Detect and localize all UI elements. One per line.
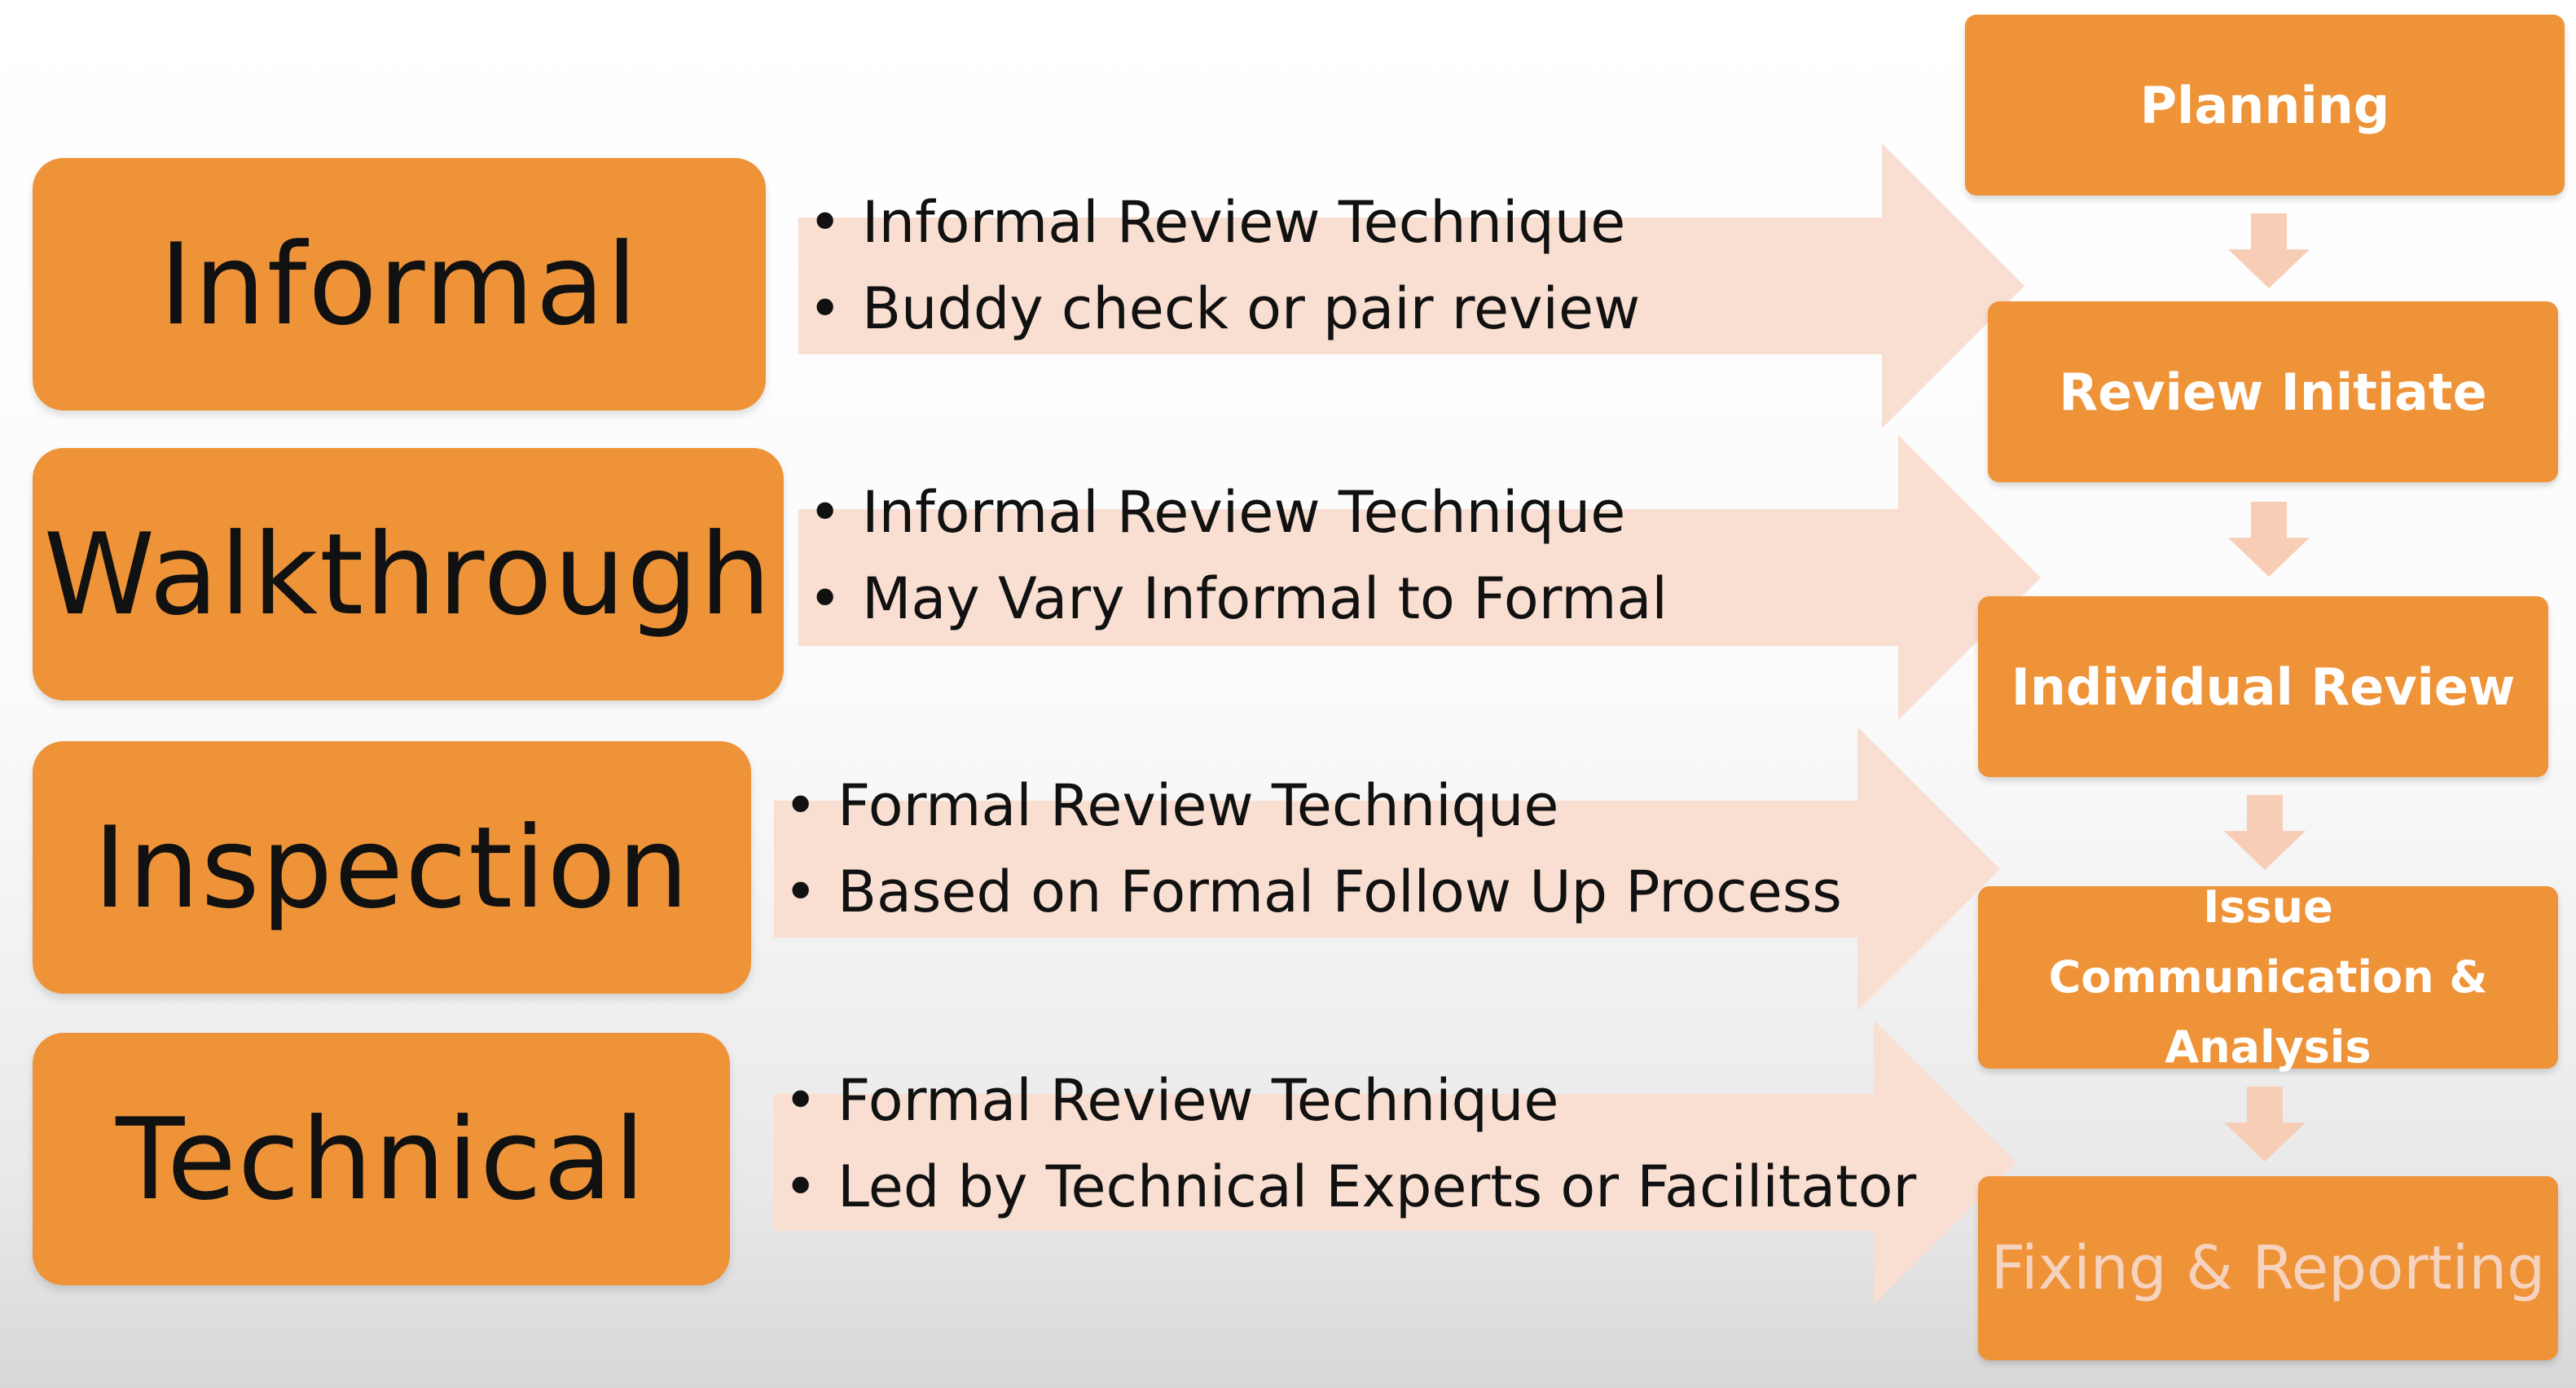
category-label: Informal [159,218,640,350]
category-label: Inspection [93,802,691,933]
step-label: Individual Review [2011,657,2516,717]
bullet-item: Formal Review Technique [774,762,1842,849]
inspection-bullets: Formal Review Technique Based on Formal … [774,762,1842,935]
category-label: Technical [116,1093,647,1225]
down-arrow [2224,795,2306,870]
step-label: Planning [2139,75,2390,135]
step-label-line: Communication & [2048,951,2488,1003]
title-fragment: ​ [864,0,2004,16]
bullet-item: Formal Review Technique [774,1057,1916,1144]
down-arrow [2224,1087,2306,1162]
bullet-item: Led by Technical Experts or Facilitator [774,1144,1916,1230]
step-issue-communication-analysis: Issue Communication & Analysis [1978,881,2558,1073]
informal-bullets: Informal Review Technique Buddy check or… [798,179,1640,352]
bullet-item: May Vary Informal to Formal [798,556,1668,642]
down-arrow [2228,502,2310,577]
step-label-line: Analysis [2165,1021,2372,1073]
technical-bullets: Formal Review Technique Led by Technical… [774,1057,1916,1230]
step-fixing-reporting: Fixing & Reporting [1978,1176,2558,1360]
bullet-item: Based on Formal Follow Up Process [774,849,1842,935]
category-technical: Technical [33,1033,730,1285]
step-review-initiate: Review Initiate [1988,301,2558,482]
category-informal: Informal [33,158,766,411]
bullet-item: Buddy check or pair review [798,266,1640,352]
category-inspection: Inspection [33,741,751,994]
step-label-line: Issue [2203,881,2333,933]
down-arrow [2228,213,2310,288]
category-walkthrough: Walkthrough [33,448,784,701]
step-label: Fixing & Reporting [1990,1233,2546,1303]
step-planning: Planning [1965,15,2565,195]
step-individual-review: Individual Review [1978,596,2548,777]
bullet-item: Informal Review Technique [798,469,1668,556]
step-label: Review Initiate [2059,362,2487,422]
bullet-item: Informal Review Technique [798,179,1640,266]
category-label: Walkthrough [43,508,773,640]
walkthrough-bullets: Informal Review Technique May Vary Infor… [798,469,1668,642]
